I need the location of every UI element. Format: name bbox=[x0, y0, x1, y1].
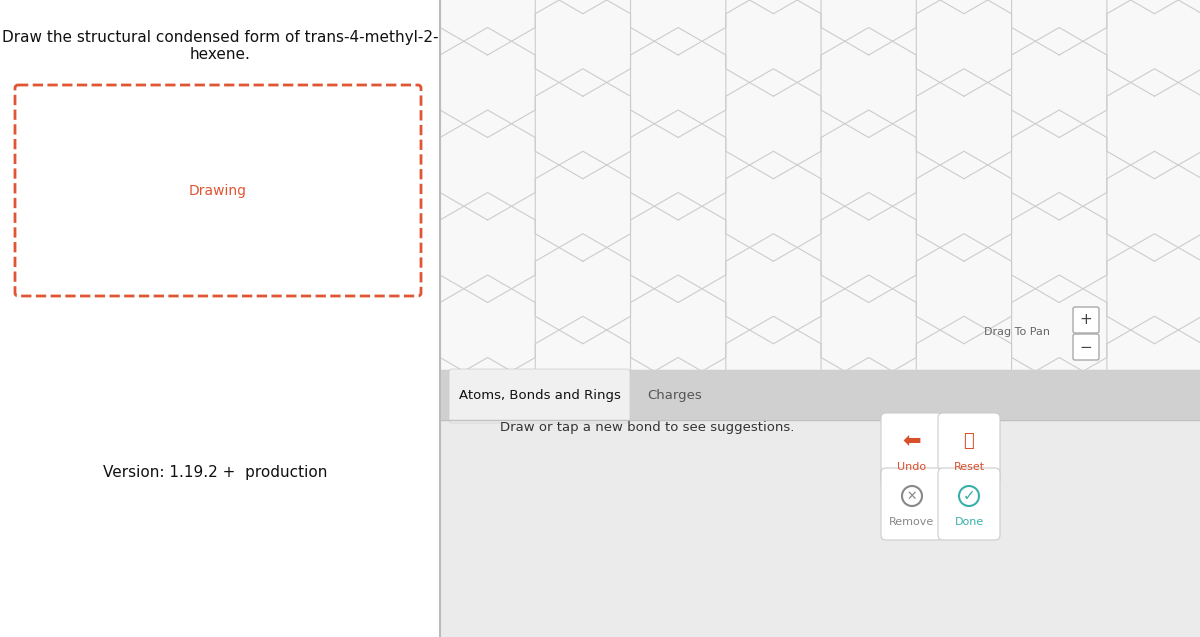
Text: Draw or tap a new bond to see suggestions.: Draw or tap a new bond to see suggestion… bbox=[500, 422, 794, 434]
Bar bbox=[440, 370, 1200, 420]
FancyBboxPatch shape bbox=[881, 468, 943, 540]
Text: Undo: Undo bbox=[898, 462, 926, 472]
Text: Reset: Reset bbox=[954, 462, 984, 472]
Bar bbox=[440, 0, 1200, 370]
Text: Version: 1.19.2 +  production: Version: 1.19.2 + production bbox=[103, 464, 328, 480]
FancyBboxPatch shape bbox=[938, 468, 1000, 540]
Text: +: + bbox=[1080, 313, 1092, 327]
Text: Remove: Remove bbox=[889, 517, 935, 527]
Bar bbox=[0, 0, 440, 637]
Bar bbox=[440, 370, 1200, 637]
Text: ⬅: ⬅ bbox=[902, 431, 922, 451]
Bar bbox=[440, 420, 1200, 637]
Text: ✓: ✓ bbox=[962, 489, 976, 503]
Text: Drawing: Drawing bbox=[190, 183, 247, 197]
FancyBboxPatch shape bbox=[14, 85, 421, 296]
FancyBboxPatch shape bbox=[449, 369, 630, 423]
Text: ✕: ✕ bbox=[907, 489, 917, 503]
Text: Drag To Pan: Drag To Pan bbox=[984, 327, 1050, 337]
FancyBboxPatch shape bbox=[1073, 307, 1099, 333]
Text: Charges: Charges bbox=[648, 389, 702, 403]
FancyBboxPatch shape bbox=[881, 413, 943, 485]
Text: Done: Done bbox=[954, 517, 984, 527]
Text: Draw the structural condensed form of trans-4-methyl-2-
hexene.: Draw the structural condensed form of tr… bbox=[1, 30, 438, 62]
Text: 🗑: 🗑 bbox=[964, 432, 974, 450]
FancyBboxPatch shape bbox=[1073, 334, 1099, 360]
FancyBboxPatch shape bbox=[938, 413, 1000, 485]
Text: −: − bbox=[1080, 340, 1092, 355]
Text: Atoms, Bonds and Rings: Atoms, Bonds and Rings bbox=[458, 389, 620, 403]
